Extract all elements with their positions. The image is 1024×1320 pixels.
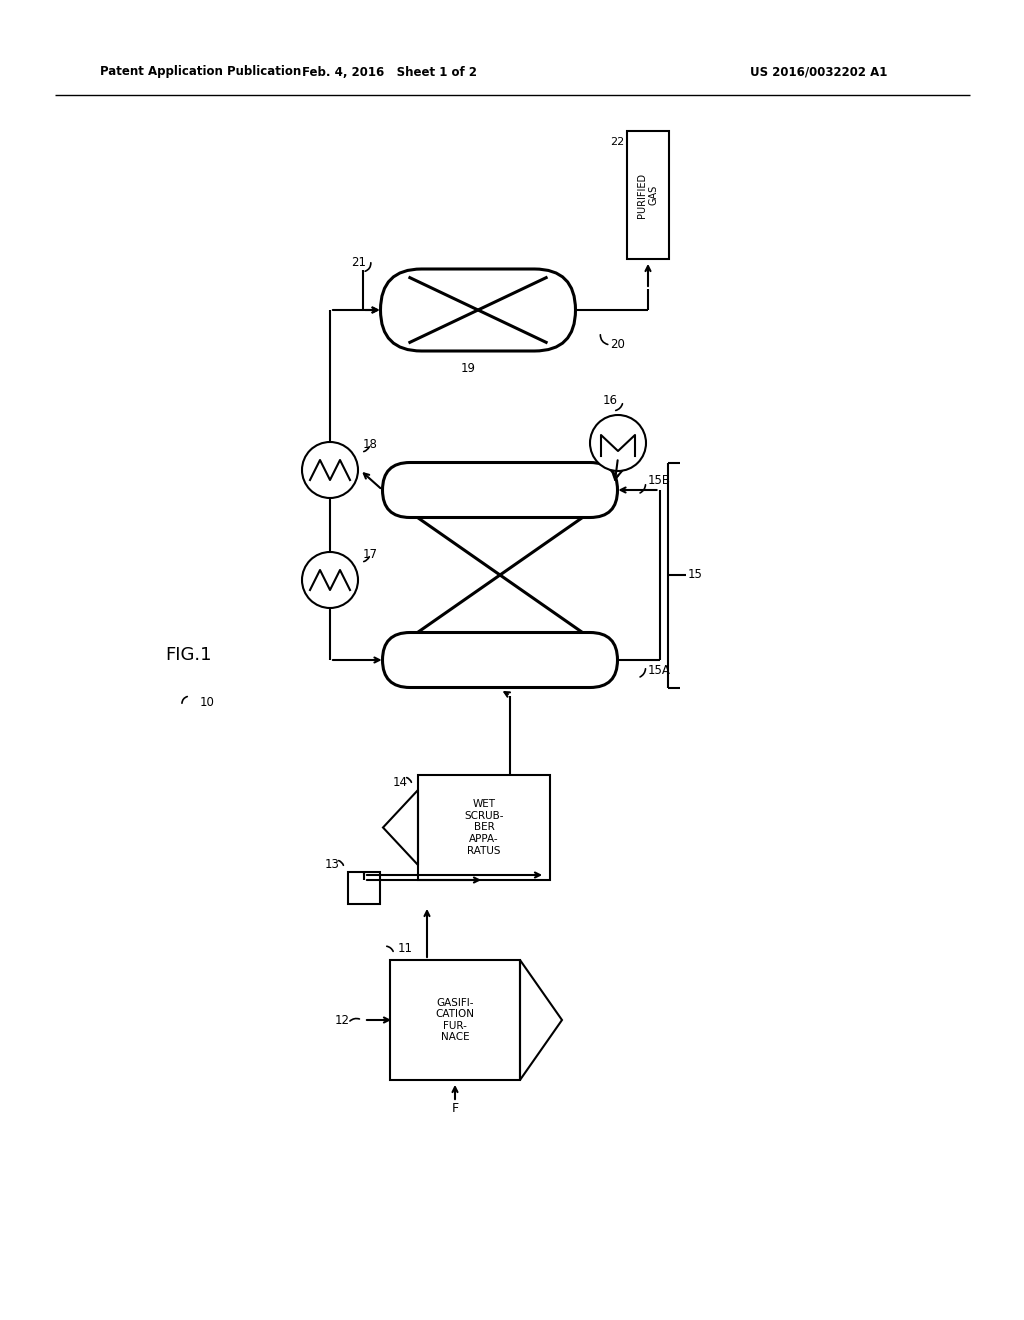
Bar: [418, 775, 550, 880]
Bar: [627, 131, 669, 259]
Text: 11: 11: [398, 941, 413, 954]
Text: 16: 16: [602, 395, 617, 408]
Text: 10: 10: [200, 696, 215, 709]
FancyBboxPatch shape: [383, 632, 617, 688]
Text: GASIFI-
CATION
FUR-
NACE: GASIFI- CATION FUR- NACE: [435, 998, 474, 1043]
Text: 18: 18: [362, 438, 378, 451]
Text: FIG.1: FIG.1: [165, 645, 212, 664]
Text: Feb. 4, 2016   Sheet 1 of 2: Feb. 4, 2016 Sheet 1 of 2: [302, 66, 477, 78]
Text: 12: 12: [335, 1014, 350, 1027]
Text: WET
SCRUB-
BER
APPA-
RATUS: WET SCRUB- BER APPA- RATUS: [464, 800, 504, 855]
Text: 13: 13: [326, 858, 340, 870]
Text: Patent Application Publication: Patent Application Publication: [100, 66, 301, 78]
Text: 17: 17: [362, 549, 378, 561]
Text: 20: 20: [610, 338, 625, 351]
Text: 15: 15: [688, 569, 702, 582]
Circle shape: [590, 414, 646, 471]
Circle shape: [302, 552, 358, 609]
Bar: [348, 873, 380, 904]
FancyBboxPatch shape: [383, 462, 617, 517]
Text: 14: 14: [393, 776, 408, 789]
Text: 19: 19: [461, 362, 475, 375]
Text: US 2016/0032202 A1: US 2016/0032202 A1: [750, 66, 888, 78]
Bar: [390, 960, 520, 1080]
Text: F: F: [452, 1101, 459, 1114]
Text: 15A: 15A: [647, 664, 671, 676]
Circle shape: [302, 442, 358, 498]
Text: 21: 21: [351, 256, 366, 268]
Text: 15B: 15B: [647, 474, 671, 487]
Text: PURIFIED
GAS: PURIFIED GAS: [637, 173, 658, 218]
Text: 22: 22: [609, 137, 624, 147]
FancyBboxPatch shape: [381, 269, 575, 351]
